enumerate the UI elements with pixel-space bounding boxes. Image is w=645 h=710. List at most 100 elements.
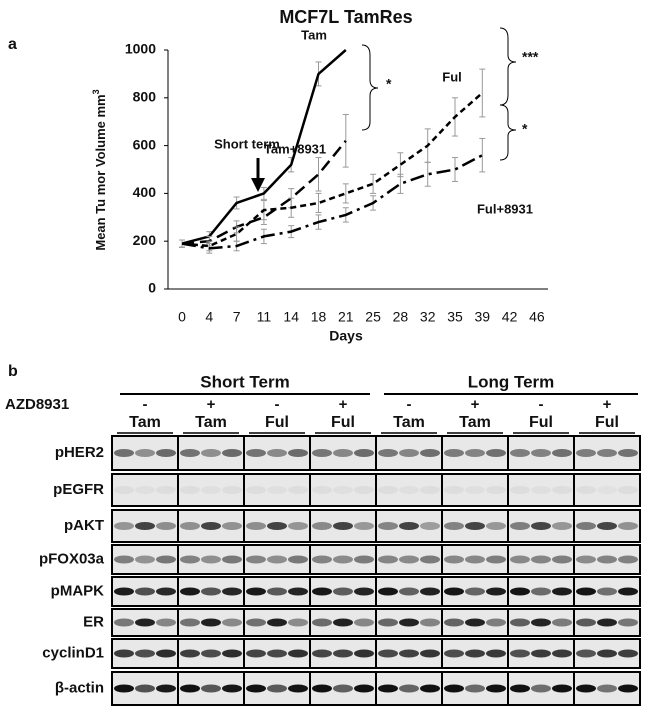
band xyxy=(420,555,440,564)
band xyxy=(156,555,176,564)
band xyxy=(597,555,617,564)
band xyxy=(552,618,572,627)
band xyxy=(486,486,506,494)
band xyxy=(618,486,638,494)
band xyxy=(246,486,266,494)
band xyxy=(114,684,134,693)
band xyxy=(246,649,266,658)
band xyxy=(399,618,419,627)
band xyxy=(354,684,374,693)
panel-label: a xyxy=(8,36,17,53)
band xyxy=(552,449,572,457)
band xyxy=(531,587,551,596)
band xyxy=(246,522,266,530)
band xyxy=(246,587,266,596)
band xyxy=(420,522,440,530)
band xyxy=(201,522,221,530)
band xyxy=(486,449,506,457)
band xyxy=(378,684,398,693)
x-tick-label: 35 xyxy=(447,309,463,325)
x-tick-label: 21 xyxy=(338,309,354,325)
band xyxy=(135,649,155,658)
band xyxy=(312,587,332,596)
drug-label: Ful xyxy=(529,414,553,431)
band xyxy=(618,449,638,457)
band xyxy=(114,449,134,457)
band xyxy=(510,522,530,530)
band xyxy=(267,649,287,658)
error-bar xyxy=(479,137,486,173)
treatment-label: AZD8931 xyxy=(5,396,69,413)
band xyxy=(156,449,176,457)
band xyxy=(180,618,200,627)
band xyxy=(201,587,221,596)
band xyxy=(288,449,308,457)
band xyxy=(531,649,551,658)
series-line xyxy=(181,154,483,250)
band xyxy=(267,522,287,530)
band xyxy=(378,618,398,627)
band xyxy=(510,486,530,494)
band xyxy=(576,522,596,530)
band xyxy=(114,618,134,627)
band xyxy=(135,486,155,494)
drug-label: Ful xyxy=(265,414,289,431)
x-tick-label: 46 xyxy=(529,309,545,325)
x-tick-label: 25 xyxy=(365,309,381,325)
band xyxy=(135,522,155,530)
band xyxy=(354,522,374,530)
band xyxy=(333,449,353,457)
band xyxy=(378,587,398,596)
band xyxy=(597,649,617,658)
band xyxy=(552,684,572,693)
azd-sign: + xyxy=(207,396,216,413)
band xyxy=(618,684,638,693)
band xyxy=(420,486,440,494)
band xyxy=(246,555,266,564)
azd-sign: - xyxy=(539,396,544,413)
band xyxy=(180,522,200,530)
band xyxy=(420,618,440,627)
band xyxy=(552,486,572,494)
significance: * xyxy=(386,76,392,92)
band xyxy=(333,618,353,627)
band xyxy=(333,522,353,530)
error-bar xyxy=(342,183,349,204)
band xyxy=(312,486,332,494)
band xyxy=(510,684,530,693)
period-label: Long Term xyxy=(468,372,555,391)
band xyxy=(288,587,308,596)
series-line xyxy=(181,92,484,248)
band xyxy=(201,555,221,564)
band xyxy=(135,587,155,596)
azd-sign: - xyxy=(275,396,280,413)
row-label: pHER2 xyxy=(55,444,104,461)
y-tick-label: 800 xyxy=(133,89,157,105)
band xyxy=(420,649,440,658)
azd-sign: + xyxy=(471,396,480,413)
y-tick-label: 1000 xyxy=(125,41,156,57)
band xyxy=(399,522,419,530)
band xyxy=(312,649,332,658)
band xyxy=(135,449,155,457)
band xyxy=(267,449,287,457)
error-bar xyxy=(315,192,322,214)
band xyxy=(465,555,485,564)
band xyxy=(444,649,464,658)
band xyxy=(156,522,176,530)
band xyxy=(399,486,419,494)
y-label-text: Mean Tu mor Volume mm xyxy=(93,94,108,250)
error-bar xyxy=(479,68,486,118)
band xyxy=(201,449,221,457)
band xyxy=(135,684,155,693)
band xyxy=(399,684,419,693)
band xyxy=(201,649,221,658)
band xyxy=(486,649,506,658)
x-tick-label: 11 xyxy=(257,309,272,325)
band xyxy=(465,587,485,596)
band xyxy=(135,555,155,564)
band xyxy=(222,486,242,494)
row-label: pFOX03a xyxy=(39,550,105,567)
band xyxy=(333,684,353,693)
